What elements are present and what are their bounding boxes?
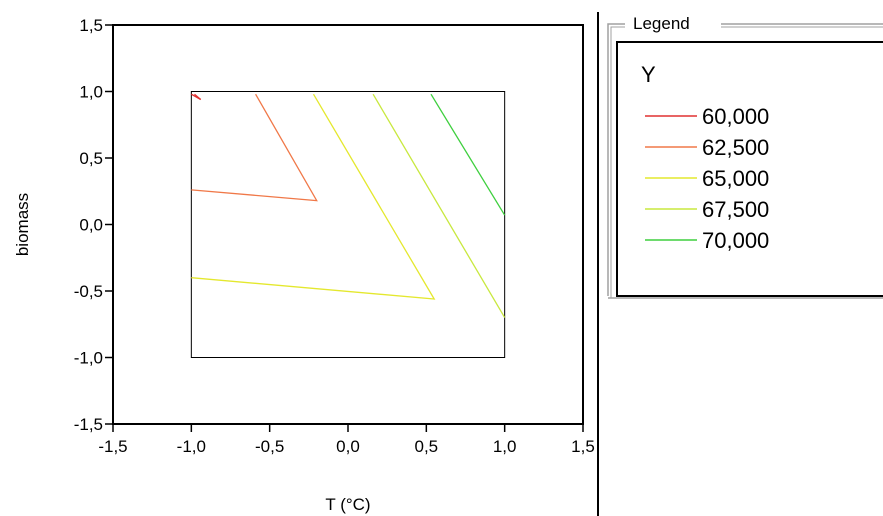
x-tick-label: -1,5 <box>98 437 127 456</box>
legend-panel: Legend Y 60,000 62,500 65,000 67,500 70,000 <box>607 12 883 299</box>
x-tick-label: 1,0 <box>493 437 517 456</box>
legend-box <box>616 41 883 297</box>
legend-entry-label: 60,000 <box>702 104 769 129</box>
contour-line <box>430 93 506 216</box>
y-axis-title: biomass <box>13 193 32 256</box>
legend-entries: 60,000 62,500 65,000 67,500 70,000 <box>645 104 769 253</box>
x-tick-label: -0,5 <box>255 437 284 456</box>
y-tick-label: -0,5 <box>74 282 103 301</box>
x-tick-label: -1,0 <box>177 437 206 456</box>
legend-entry-label: 67,500 <box>702 197 769 222</box>
legend-title: Legend <box>633 14 690 33</box>
y-tick-label: 0,5 <box>79 149 103 168</box>
x-axis: -1,5 -1,0 -0,5 0,0 0,5 1,0 1,5 <box>98 424 595 456</box>
outer-plot-frame <box>112 24 584 425</box>
y-tick-label: 1,5 <box>79 16 103 35</box>
x-tick-label: 0,0 <box>336 437 360 456</box>
data-region-frame <box>190 91 506 358</box>
contour-line <box>372 93 506 318</box>
contour-lines <box>190 93 506 318</box>
x-axis-title: T (°C) <box>325 495 370 514</box>
legend-entry-label: 65,000 <box>702 166 769 191</box>
y-axis: -1,5 -1,0 -0,5 0,0 0,5 1,0 1,5 <box>74 16 113 434</box>
contour-line <box>191 93 436 300</box>
y-tick-label: -1,5 <box>74 415 103 434</box>
y-tick-label: 0,0 <box>79 216 103 235</box>
legend-entry-label: 70,000 <box>702 228 769 253</box>
contour-line <box>194 93 202 100</box>
contour-line <box>191 93 318 202</box>
y-tick-label: 1,0 <box>79 83 103 102</box>
legend-variable: Y <box>641 62 656 87</box>
x-tick-label: 0,5 <box>415 437 439 456</box>
x-tick-label: 1,5 <box>571 437 595 456</box>
legend-entry-label: 62,500 <box>702 135 769 160</box>
y-tick-label: -1,0 <box>74 349 103 368</box>
